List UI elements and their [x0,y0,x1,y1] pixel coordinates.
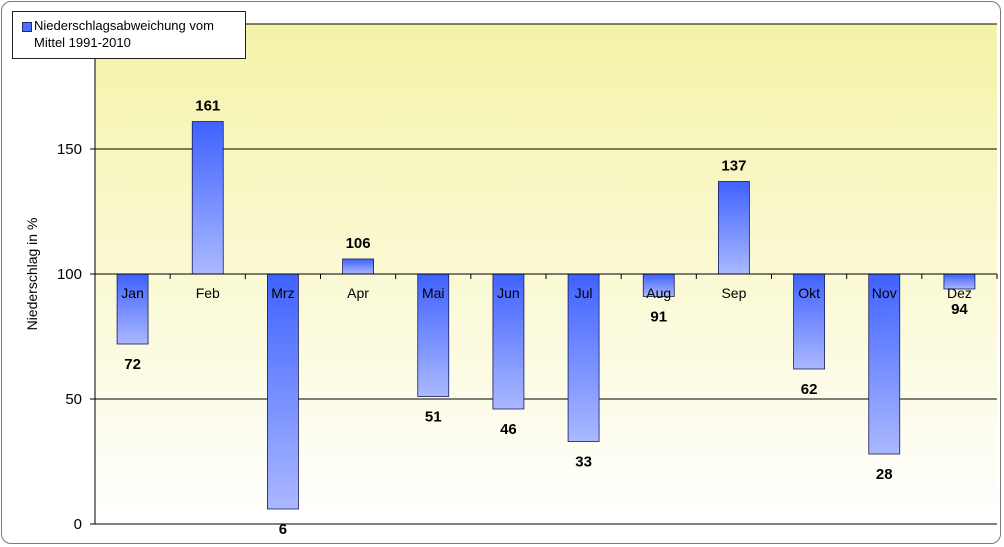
bar [191,121,224,275]
data-label: 28 [876,466,893,483]
data-label: 72 [124,356,141,373]
y-tick-label: 100 [57,266,82,283]
bar [567,273,600,442]
x-tick-label: Jan [121,285,144,301]
x-tick-label: Feb [196,285,220,301]
x-tick-label: Dez [947,285,972,301]
x-tick-label: Okt [798,285,820,301]
data-label: 51 [425,409,442,426]
data-label: 6 [279,521,287,538]
data-label: 33 [575,454,592,471]
data-label: 46 [500,421,517,438]
data-label: 137 [721,158,746,175]
y-tick-label: 150 [57,141,82,158]
data-label: 91 [650,309,667,326]
bar [116,273,149,345]
bar [868,273,901,455]
y-tick-label: 50 [65,391,82,408]
data-label: 161 [195,98,220,115]
x-tick-label: Aug [646,285,671,301]
bar [342,258,374,275]
x-tick-label: Nov [872,285,897,301]
bar [492,273,525,410]
bar [793,273,825,370]
x-tick-label: Mrz [271,285,294,301]
x-tick-label: Jun [497,285,520,301]
x-tick-label: Jul [575,285,593,301]
legend-swatch [22,22,32,32]
bar [267,273,299,510]
y-axis-label: Niederschlag in % [24,217,40,331]
data-label: 106 [346,235,371,252]
x-tick-label: Mai [422,285,445,301]
legend-label: Niederschlagsabweichung vom Mittel 1991-… [34,18,214,50]
bar [718,181,750,275]
data-label: 94 [951,301,968,318]
chart-legend: Niederschlagsabweichung vom Mittel 1991-… [12,11,246,59]
x-tick-label: Sep [721,285,746,301]
y-tick-label: 0 [74,516,82,533]
data-label: 62 [801,381,818,398]
bar [417,273,450,397]
x-tick-label: Apr [347,285,369,301]
